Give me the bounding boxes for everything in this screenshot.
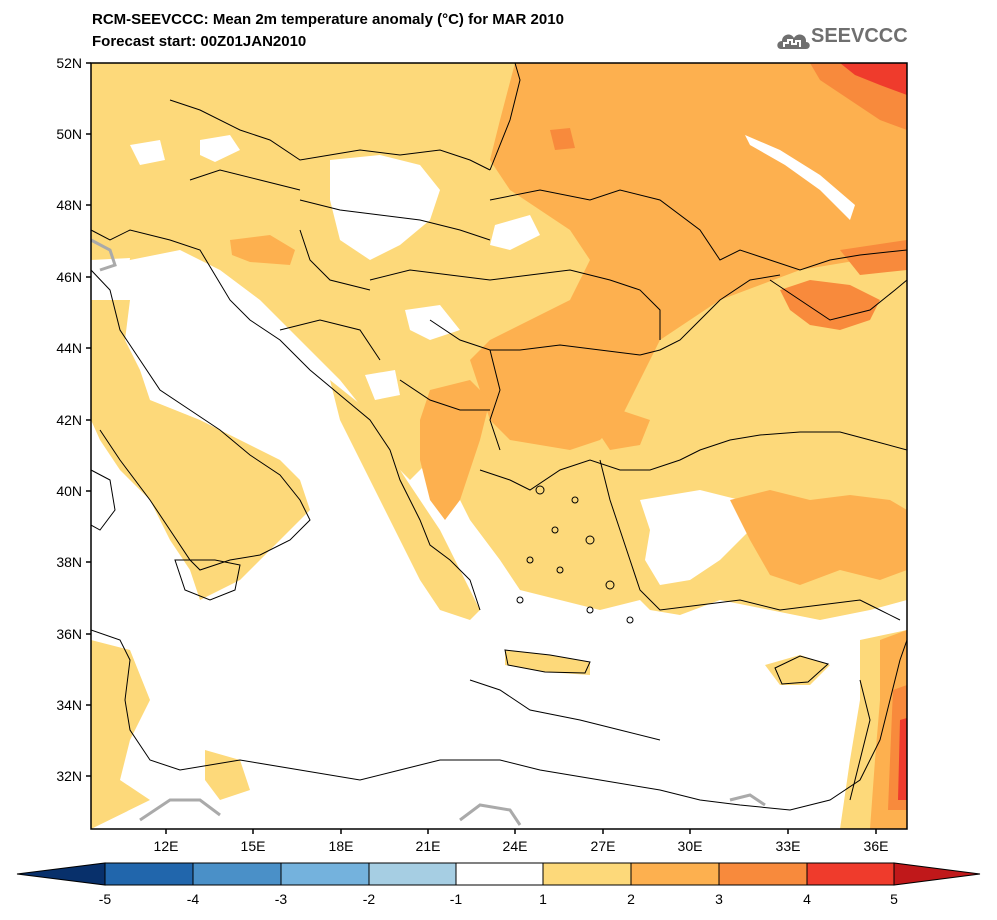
colorbar-label-m4: -4 (187, 891, 200, 907)
lon-label-30e: 30E (678, 838, 703, 854)
cloud-icon (777, 34, 810, 49)
lon-label-33e: 33E (776, 838, 801, 854)
lake-outlines (91, 238, 766, 826)
map-frame (90, 62, 908, 830)
anomaly-region-4-5-northeast (840, 63, 907, 95)
colorbar-bin-3-4 (718, 862, 808, 886)
forecast-start-label: Forecast start: 00Z01JAN2010 (92, 33, 307, 50)
colorbar-arrow-low (16, 862, 106, 886)
anomaly-region-3-4-moldova (550, 128, 575, 150)
colorbar (16, 862, 981, 886)
country-borders (91, 63, 907, 811)
anomaly-region-1-2-libya (205, 750, 250, 800)
lon-label-36e: 36E (864, 838, 889, 854)
colorbar-label-1: 1 (539, 891, 547, 907)
lat-label-42n: 42N (56, 412, 82, 428)
anomaly-region-2-3-austria (230, 235, 295, 265)
colorbar-label-3: 3 (715, 891, 723, 907)
anomaly-hole-czechia (130, 140, 165, 165)
colorbar-label-m1: -1 (450, 891, 463, 907)
lat-label-34n: 34N (56, 697, 82, 713)
lon-label-15e: 15E (241, 838, 266, 854)
anomaly-region-2-3-bosporus (590, 410, 650, 450)
anomaly-region-4-5-levant (898, 718, 907, 800)
colorbar-bin-1-2 (542, 862, 632, 886)
anomaly-region-1-2-crete (505, 650, 590, 675)
anomaly-region-1-2-africa (91, 640, 150, 829)
anomaly-region-1-2-cyprus (765, 655, 830, 685)
colorbar-bin-m1-1 (455, 862, 544, 886)
lon-label-18e: 18E (329, 838, 354, 854)
lat-label-32n: 32N (56, 768, 82, 784)
lat-label-52n: 52N (56, 55, 82, 71)
colorbar-bin-m4-m3 (192, 862, 282, 886)
colorbar-bin-m5-m4 (104, 862, 194, 886)
colorbar-label-m3: -3 (275, 891, 288, 907)
colorbar-label-m2: -2 (363, 891, 376, 907)
anomaly-region-3-4-kerch (840, 240, 907, 275)
map-title: RCM-SEEVCCC: Mean 2m temperature anomaly… (92, 11, 564, 28)
anomaly-hole-anatolia (640, 490, 760, 585)
lon-label-27e: 27E (591, 838, 616, 854)
lat-label-40n: 40N (56, 483, 82, 499)
colorbar-label-4: 4 (803, 891, 811, 907)
lat-label-50n: 50N (56, 126, 82, 142)
colorbar-label-5: 5 (890, 891, 898, 907)
islands (91, 469, 830, 685)
latitude-axis: 52N 50N 48N 46N 44N 42N 40N 38N 36N 34N … (56, 55, 91, 784)
anomaly-field (91, 63, 907, 829)
seevccc-logo: SEEVCCC (775, 23, 915, 57)
lon-label-21e: 21E (416, 838, 441, 854)
colorbar-bin-m3-m2 (280, 862, 370, 886)
colorbar-arrow-high (893, 862, 981, 886)
anomaly-region-1-2-balkans (330, 380, 480, 620)
anomaly-region-2-3-east (470, 63, 907, 450)
lon-label-24e: 24E (503, 838, 528, 854)
lat-label-44n: 44N (56, 340, 82, 356)
lat-label-36n: 36N (56, 626, 82, 642)
anomaly-hole-hungary (330, 155, 440, 260)
anomaly-hole-romania (490, 215, 540, 250)
lat-label-38n: 38N (56, 554, 82, 570)
colorbar-labels: -5 -4 -3 -2 -1 1 2 3 4 5 (99, 891, 898, 907)
colorbar-bin-2-3 (630, 862, 720, 886)
colorbar-bin-4-5 (806, 862, 895, 886)
longitude-axis: 12E 15E 18E 21E 24E 27E 30E 33E 36E (154, 829, 889, 854)
colorbar-label-2: 2 (627, 891, 635, 907)
anomaly-region-3-4-crimea (780, 280, 880, 330)
anomaly-region-2-3-greece (420, 380, 490, 520)
lat-label-46n: 46N (56, 269, 82, 285)
anomaly-region-1-2-italy (91, 300, 310, 600)
lat-label-48n: 48N (56, 197, 82, 213)
lon-label-12e: 12E (154, 838, 179, 854)
colorbar-label-m5: -5 (99, 891, 112, 907)
anomaly-hole-montenegro (365, 370, 400, 400)
anomaly-streak-ukraine (745, 135, 855, 220)
colorbar-bin-m2-m1 (368, 862, 457, 886)
logo-text: SEEVCCC (811, 25, 908, 47)
anomaly-region-2-3-turkey (730, 490, 907, 585)
anomaly-hole-germany (200, 135, 240, 162)
